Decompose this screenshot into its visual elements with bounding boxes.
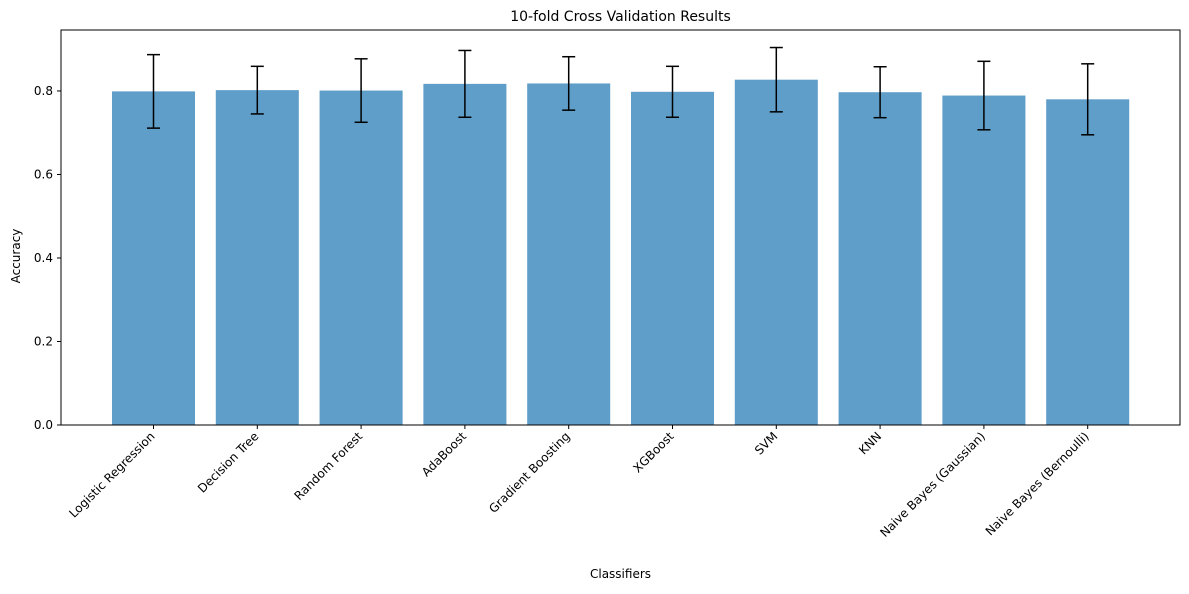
x-tick-label: Decision Tree (195, 429, 261, 495)
x-tick-label: KNN (856, 429, 884, 457)
x-tick-label: Gradient Boosting (486, 429, 573, 516)
x-tick-label: Logistic Regression (66, 429, 157, 520)
y-tick-label: 0.8 (34, 84, 53, 98)
x-axis-label: Classifiers (590, 567, 651, 581)
plot-frame (60, 29, 1181, 426)
bar (1046, 99, 1130, 425)
bar (838, 92, 922, 425)
bar (527, 83, 611, 425)
y-tick-label: 0.2 (34, 334, 53, 348)
y-tick-label: 0.0 (34, 418, 53, 432)
bar (630, 91, 715, 425)
x-tick-label: Random Forest (291, 429, 365, 503)
bar (423, 83, 507, 425)
bar (734, 79, 818, 425)
plot-area: Logistic Regression Decision Tree Random F… (34, 29, 1181, 540)
x-tick-label: AdaBoost (419, 429, 469, 479)
x-tick-label: Naive Bayes (Gaussian) (877, 429, 988, 540)
bar (111, 91, 196, 426)
x-tick-label: Naive Bayes (Bernoulli) (983, 429, 1092, 538)
x-tick-label: XGBoost (630, 429, 676, 475)
y-tick-label: 0.4 (34, 251, 53, 265)
y-axis-label: Accuracy (9, 229, 23, 284)
bar (319, 90, 403, 425)
x-tick-label: SVM (752, 429, 780, 457)
bar (215, 90, 299, 426)
chart-title: 10-fold Cross Validation Results (510, 9, 731, 25)
bar (942, 95, 1026, 426)
y-tick-label: 0.6 (34, 167, 53, 181)
